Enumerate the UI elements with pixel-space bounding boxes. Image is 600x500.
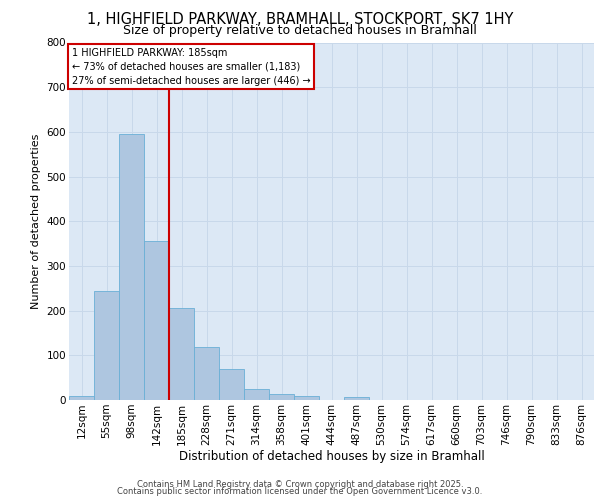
- Y-axis label: Number of detached properties: Number of detached properties: [31, 134, 41, 309]
- Bar: [244, 389, 269, 400]
- Bar: [119, 134, 144, 400]
- Bar: [269, 394, 294, 400]
- Text: Contains HM Land Registry data © Crown copyright and database right 2025.: Contains HM Land Registry data © Crown c…: [137, 480, 463, 489]
- Bar: [344, 398, 369, 400]
- Bar: [294, 396, 319, 400]
- X-axis label: Distribution of detached houses by size in Bramhall: Distribution of detached houses by size …: [179, 450, 484, 464]
- Bar: [194, 348, 219, 400]
- Bar: [169, 308, 194, 400]
- Bar: [94, 290, 119, 400]
- Text: Size of property relative to detached houses in Bramhall: Size of property relative to detached ho…: [123, 24, 477, 37]
- Text: Contains public sector information licensed under the Open Government Licence v3: Contains public sector information licen…: [118, 487, 482, 496]
- Bar: [144, 242, 169, 400]
- Bar: [69, 396, 94, 400]
- Text: 1 HIGHFIELD PARKWAY: 185sqm
← 73% of detached houses are smaller (1,183)
27% of : 1 HIGHFIELD PARKWAY: 185sqm ← 73% of det…: [71, 48, 310, 86]
- Text: 1, HIGHFIELD PARKWAY, BRAMHALL, STOCKPORT, SK7 1HY: 1, HIGHFIELD PARKWAY, BRAMHALL, STOCKPOR…: [87, 12, 513, 28]
- Bar: [219, 368, 244, 400]
